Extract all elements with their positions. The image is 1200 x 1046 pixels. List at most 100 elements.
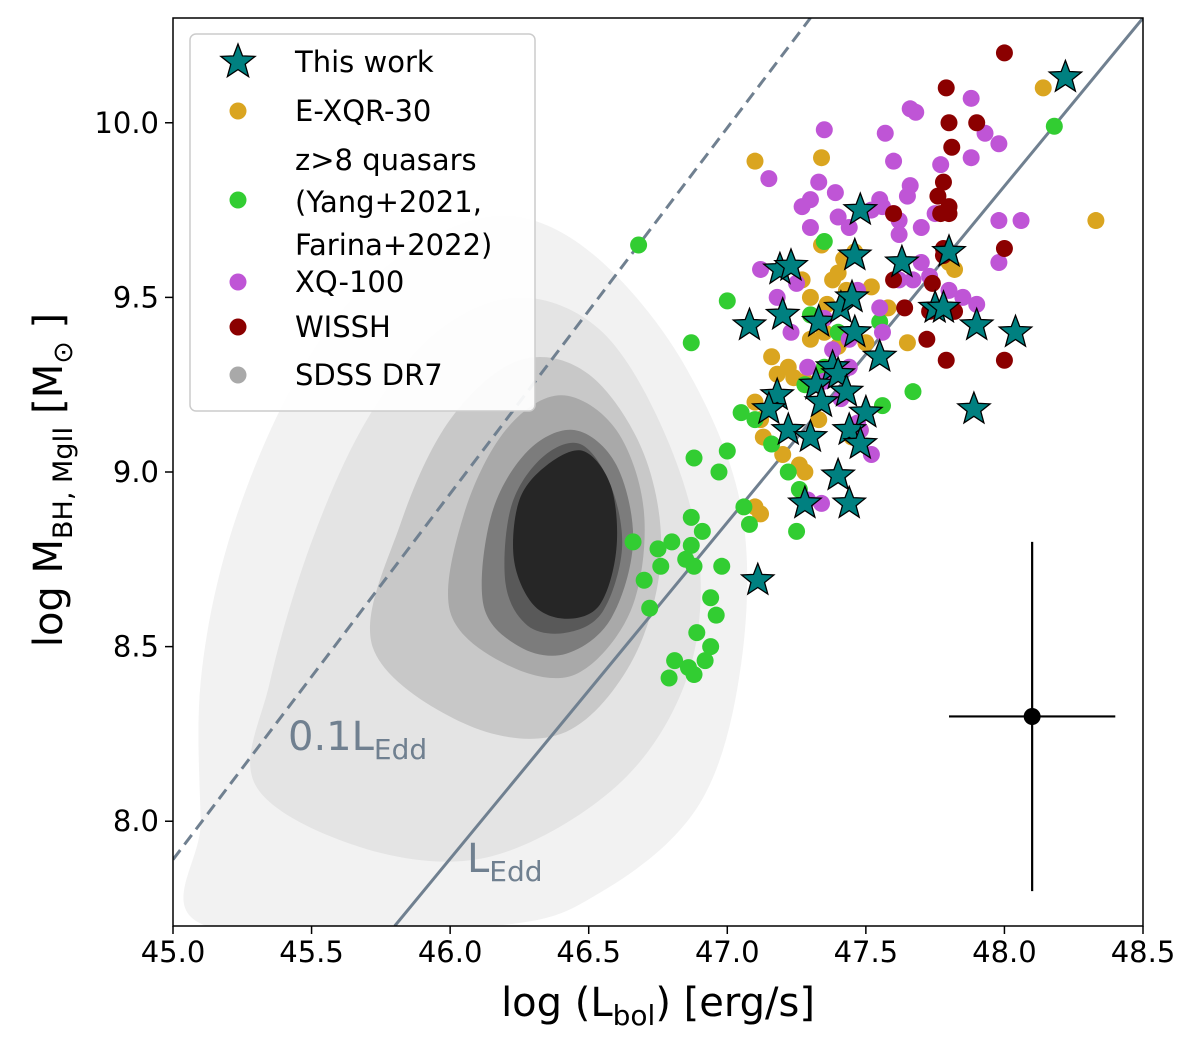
point-this-work: [770, 411, 807, 446]
point-z-8: [630, 236, 648, 254]
point-this-work: [956, 390, 992, 425]
point-e-xqr-30: [796, 463, 814, 481]
point-this-work: [958, 306, 995, 341]
point-z-8: [685, 557, 703, 575]
point-z-8: [1045, 117, 1063, 135]
point-this-work: [820, 456, 857, 491]
point-z-8: [663, 533, 681, 551]
point-xq-100: [990, 135, 1008, 153]
point-z-8: [682, 334, 700, 352]
point-this-work: [842, 191, 879, 226]
x-tick-label: 48.5: [1111, 935, 1176, 969]
point-wissh: [918, 330, 936, 348]
point-xq-100: [840, 219, 858, 237]
y-axis-label: log MBH, MgII [M⊙ ]: [26, 313, 79, 647]
point-xq-100: [990, 212, 1008, 230]
point-z-8: [702, 589, 720, 607]
x-tick-label: 46.5: [556, 935, 621, 969]
x-axis-label: log (Lbol) [erg/s]: [501, 980, 815, 1032]
point-z-8: [718, 442, 736, 460]
point-xq-100: [782, 323, 800, 341]
y-tick-label: 10.0: [94, 106, 159, 140]
y-axis-label-main: log M: [26, 539, 72, 647]
data-points: [624, 44, 1105, 687]
eddington-line: [393, 18, 1143, 926]
point-wissh: [995, 351, 1013, 369]
point-xq-100: [907, 103, 925, 121]
y-tick-label: 9.5: [113, 280, 159, 314]
point-z-8: [788, 522, 806, 540]
point-this-work: [759, 376, 796, 411]
point-wissh: [896, 299, 914, 317]
point-this-work: [731, 306, 768, 341]
edd-tenth-sub: Edd: [374, 733, 427, 766]
point-z-8: [718, 292, 736, 310]
point-e-xqr-30: [898, 334, 916, 352]
point-e-xqr-30: [774, 446, 792, 464]
point-z-8: [635, 571, 653, 589]
point-xq-100: [1012, 212, 1030, 230]
point-this-work: [861, 337, 898, 372]
point-wissh: [940, 114, 958, 132]
point-this-work: [798, 365, 834, 400]
edd-full-sub: Edd: [489, 855, 542, 888]
point-z-8: [666, 652, 684, 670]
point-xq-100: [885, 152, 903, 170]
point-e-xqr-30: [768, 365, 786, 383]
legend-label: E-XQR-30: [295, 94, 431, 128]
point-e-xqr-30: [813, 149, 831, 167]
legend-label: z>8 quasars: [295, 143, 477, 177]
point-xq-100: [954, 288, 972, 306]
point-z-8: [624, 533, 642, 551]
legend-entry-xq-100: XQ-100: [229, 265, 404, 299]
point-xq-100: [990, 253, 1008, 271]
point-xq-100: [962, 89, 980, 107]
point-xq-100: [890, 226, 908, 244]
legend-box: [189, 33, 536, 412]
edd-full-label: LEdd: [467, 836, 543, 888]
point-wissh: [937, 79, 955, 97]
point-e-xqr-30: [752, 505, 770, 523]
point-this-work: [883, 243, 920, 278]
point-xq-100: [873, 323, 891, 341]
legend-entry-sdss-dr7: SDSS DR7: [229, 358, 443, 392]
y-tick-label: 8.5: [113, 630, 159, 664]
point-e-xqr-30: [1034, 79, 1052, 97]
sdss-contour-level-7: [513, 450, 618, 619]
point-e-xqr-30: [824, 271, 842, 289]
point-this-work: [1047, 58, 1084, 93]
point-this-work: [925, 289, 962, 324]
x-axis-label-sub: bol: [613, 999, 656, 1032]
point-z-8: [746, 411, 764, 429]
point-xq-100: [799, 358, 817, 376]
edd-tenth-label: 0.1LEdd: [288, 714, 427, 766]
point-z-8: [779, 463, 797, 481]
point-wissh: [923, 274, 941, 292]
eddington-lines: [173, 18, 1143, 926]
x-axis-label-tail: ) [erg/s]: [655, 980, 815, 1026]
point-z-8: [815, 233, 833, 251]
x-tick-label: 47.0: [695, 935, 760, 969]
legend-label: (Yang+2021,: [295, 185, 482, 219]
point-z-8: [763, 435, 781, 453]
point-this-work: [792, 418, 829, 453]
x-tick-label: 46.0: [418, 935, 483, 969]
point-wissh: [934, 173, 952, 191]
y-axis-label-tail: [M: [26, 364, 72, 427]
point-this-work: [836, 313, 873, 348]
y-tick-label: 8.0: [113, 804, 159, 838]
legend-label: SDSS DR7: [295, 358, 443, 392]
point-this-work: [931, 233, 967, 268]
point-this-work: [831, 484, 868, 519]
edd-full-main: L: [467, 836, 490, 882]
point-z-8: [732, 404, 750, 422]
legend-marker-star: [219, 42, 257, 79]
point-this-work: [800, 302, 837, 338]
point-this-work: [786, 484, 823, 519]
legend-label: XQ-100: [295, 265, 404, 299]
point-this-work: [764, 295, 801, 331]
point-xq-100: [793, 198, 811, 216]
x-tick-label: 45.5: [279, 935, 344, 969]
point-xq-100: [968, 295, 986, 313]
